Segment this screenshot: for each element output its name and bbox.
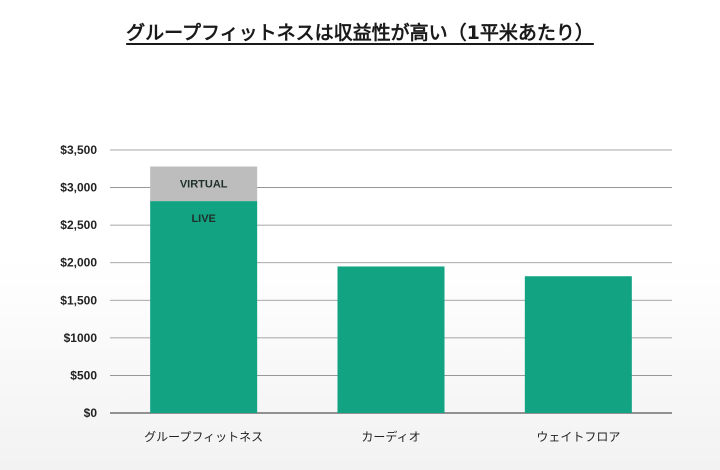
y-tick-label: $0 [84, 406, 98, 420]
segment-label-virtual: VIRTUAL [180, 179, 228, 191]
y-tick-label: $2,000 [60, 256, 97, 270]
y-tick-label: $3,500 [60, 143, 97, 157]
x-tick-label: グループフィットネス [144, 430, 263, 444]
x-axis-labels: グループフィットネス カーディオ ウェイトフロア [144, 429, 620, 444]
bar-virtual [150, 166, 258, 202]
chart-title: グループフィットネスは収益性が高い（1平米あたり） [126, 22, 594, 44]
y-axis-ticks: $0 $500 $1000 $1,500 $2,000 $2,500 $3,000 $3,50… [60, 143, 97, 420]
bar-live [337, 266, 445, 413]
segment-labels: LIVE VIRTUAL [180, 179, 228, 226]
y-tick-label: $500 [70, 368, 97, 382]
bar-live [524, 276, 632, 413]
segment-label-live: LIVE [191, 213, 215, 225]
y-tick-label: $2,500 [60, 218, 97, 232]
x-tick-label: ウェイトフロア [536, 430, 620, 444]
bars [150, 166, 632, 413]
x-tick-label: カーディオ [361, 429, 420, 444]
y-tick-label: $1,500 [60, 293, 97, 307]
y-tick-label: $3,000 [60, 181, 97, 195]
y-tick-label: $1000 [64, 331, 98, 345]
bar-live [150, 201, 258, 413]
